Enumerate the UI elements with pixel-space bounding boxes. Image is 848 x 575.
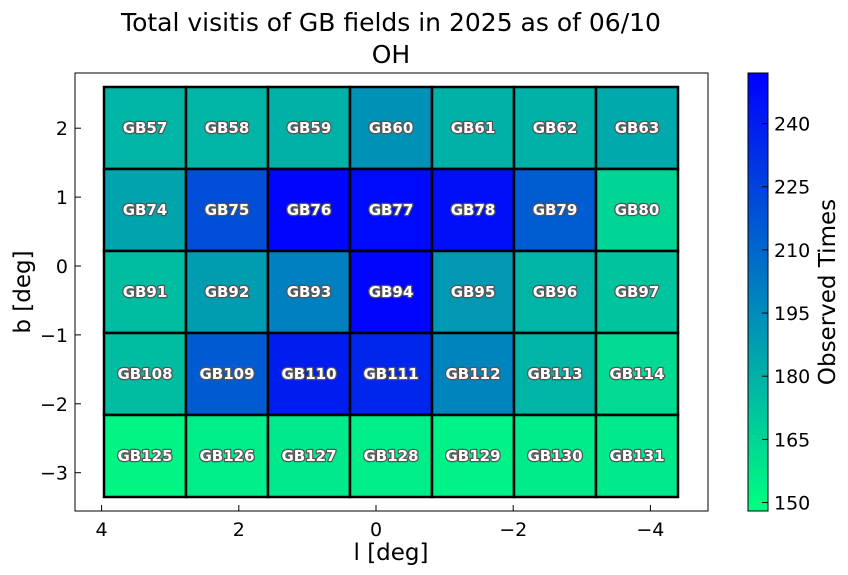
colorbar-tick-label: 210 xyxy=(774,240,810,262)
chart-subtitle: OH xyxy=(372,40,410,69)
chart-title: Total visitis of GB fields in 2025 as of… xyxy=(120,8,661,37)
x-tick-label: 0 xyxy=(370,519,382,541)
heatmap-cells: GB57 GB58 GB59 GB60 GB61 GB62 GB63 GB74 GB75 GB76… xyxy=(102,85,680,499)
x-tick-label: −2 xyxy=(499,519,527,541)
cell-label: GB61 xyxy=(451,119,496,137)
x-axis-ticks: 4 2 0 −2 −4 xyxy=(96,505,664,541)
heatmap-cell xyxy=(430,167,516,253)
heatmap-cell xyxy=(184,167,270,253)
heatmap-cell xyxy=(348,85,434,171)
cell-label: GB97 xyxy=(615,283,660,301)
y-tick-label: 1 xyxy=(56,187,68,209)
cell-label: GB114 xyxy=(609,365,664,383)
colorbar-tick-label: 225 xyxy=(774,177,810,199)
cell-label: GB75 xyxy=(205,201,250,219)
cell-label: GB110 xyxy=(281,365,336,383)
heatmap-cell xyxy=(512,249,598,335)
cell-label: GB80 xyxy=(615,201,660,219)
heatmap-cell xyxy=(102,249,188,335)
cell-label: GB96 xyxy=(533,283,578,301)
cell-label: GB113 xyxy=(527,365,582,383)
heatmap-cell xyxy=(594,413,680,499)
cell-label: GB131 xyxy=(609,447,664,465)
cell-label: GB76 xyxy=(287,201,332,219)
colorbar xyxy=(747,72,769,512)
cell-label: GB129 xyxy=(445,447,500,465)
colorbar-ticks: 150 165 180 195 210 225 240 xyxy=(762,114,810,515)
cell-label: GB60 xyxy=(369,119,414,137)
cell-label: GB128 xyxy=(363,447,418,465)
cell-label: GB109 xyxy=(199,365,254,383)
cell-label: GB57 xyxy=(123,119,168,137)
cell-label: GB91 xyxy=(123,283,168,301)
x-tick-label: 4 xyxy=(96,519,108,541)
colorbar-tick-label: 195 xyxy=(774,303,810,325)
cell-label: GB112 xyxy=(445,365,500,383)
heatmap-cell xyxy=(594,85,680,171)
heatmap-cell xyxy=(430,331,516,417)
cell-label: GB111 xyxy=(363,365,418,383)
cell-label: GB93 xyxy=(287,283,332,301)
cell-label: GB95 xyxy=(451,283,496,301)
x-axis-label: l [deg] xyxy=(354,540,429,566)
heatmap-cell xyxy=(184,413,270,499)
y-axis-label: b [deg] xyxy=(10,250,36,333)
cell-label: GB130 xyxy=(527,447,582,465)
heatmap-cell xyxy=(348,167,434,253)
x-tick-label: 2 xyxy=(233,519,245,541)
cell-label: GB58 xyxy=(205,119,250,137)
cell-label: GB59 xyxy=(287,119,332,137)
colorbar-tick-label: 180 xyxy=(774,366,810,388)
cell-label: GB127 xyxy=(281,447,336,465)
colorbar-label: Observed Times xyxy=(815,199,841,385)
cell-label: GB77 xyxy=(369,201,414,219)
colorbar-tick-label: 165 xyxy=(774,429,810,451)
y-tick-label: 2 xyxy=(56,118,68,140)
cell-label: GB79 xyxy=(533,201,578,219)
colorbar-tick-label: 240 xyxy=(774,114,810,136)
heatmap-cell xyxy=(512,331,598,417)
heatmap-cell xyxy=(348,413,434,499)
heatmap-cell xyxy=(512,85,598,171)
cell-label: GB74 xyxy=(123,201,168,219)
heatmap-cell xyxy=(266,413,352,499)
y-tick-label: −2 xyxy=(40,394,68,416)
y-tick-label: 0 xyxy=(56,256,68,278)
cell-label: GB108 xyxy=(117,365,172,383)
x-tick-label: −4 xyxy=(636,519,664,541)
cell-label: GB125 xyxy=(117,447,172,465)
heatmap-cell xyxy=(594,167,680,253)
cell-label: GB126 xyxy=(199,447,254,465)
heatmap-cell xyxy=(102,167,188,253)
heatmap-cell xyxy=(184,249,270,335)
heatmap-cell xyxy=(184,331,270,417)
heatmap-cell xyxy=(102,413,188,499)
heatmap-cell xyxy=(266,249,352,335)
y-tick-label: −1 xyxy=(40,325,68,347)
y-axis-ticks: 2 1 0 −1 −2 −3 xyxy=(40,118,81,485)
plot-area-frame xyxy=(74,72,709,512)
cell-label: GB92 xyxy=(205,283,250,301)
cell-label: GB62 xyxy=(533,119,578,137)
colorbar-tick-label: 150 xyxy=(774,493,810,515)
cell-label: GB78 xyxy=(451,201,496,219)
heatmap-cell xyxy=(102,331,188,417)
cell-label: GB63 xyxy=(615,119,660,137)
cell-label: GB94 xyxy=(369,283,414,301)
y-tick-label: −3 xyxy=(40,463,68,485)
